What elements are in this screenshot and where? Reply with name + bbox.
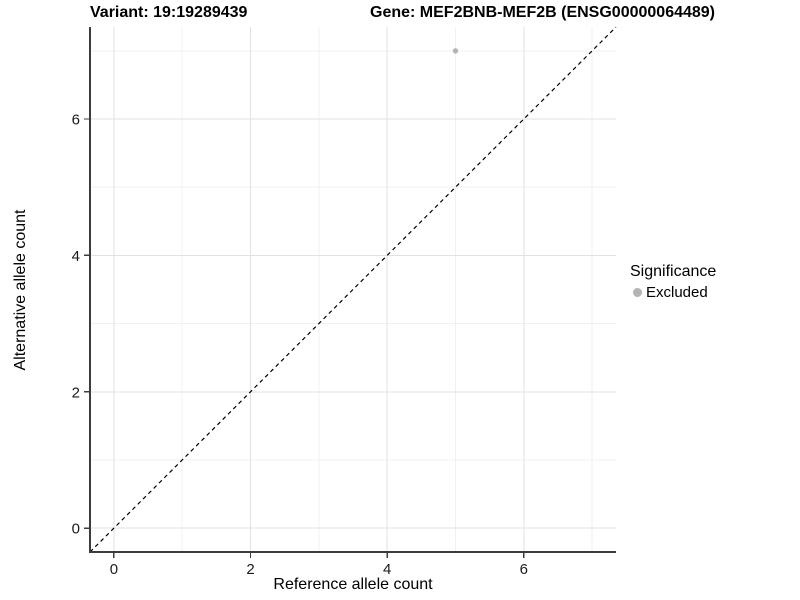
- legend-item-label: Excluded: [646, 284, 708, 301]
- y-tick-label: 0: [72, 521, 80, 538]
- excluded-point-icon: [633, 288, 642, 297]
- x-tick-label: 0: [110, 561, 118, 578]
- x-tick-label: 4: [383, 561, 391, 578]
- legend-item-excluded: Excluded: [633, 284, 716, 301]
- data-point-excluded: [452, 48, 459, 54]
- y-tick-label: 6: [72, 112, 80, 129]
- plot-title-gene: Gene: MEF2BNB-MEF2B (ENSG00000064489): [370, 4, 716, 21]
- identity-reference-line: [89, 26, 617, 553]
- legend-title: Significance: [630, 263, 717, 280]
- y-tick-label: 2: [72, 384, 80, 401]
- x-axis-title: Reference allele count: [273, 576, 433, 593]
- x-tick-label: 2: [246, 561, 254, 578]
- x-tick-label: 6: [520, 561, 528, 578]
- legend: Significance Excluded: [630, 263, 716, 301]
- y-tick-label: 4: [72, 248, 80, 265]
- y-axis-title: Alternative allele count: [12, 209, 29, 371]
- plot-title-variant: Variant: 19:19289439: [90, 4, 248, 21]
